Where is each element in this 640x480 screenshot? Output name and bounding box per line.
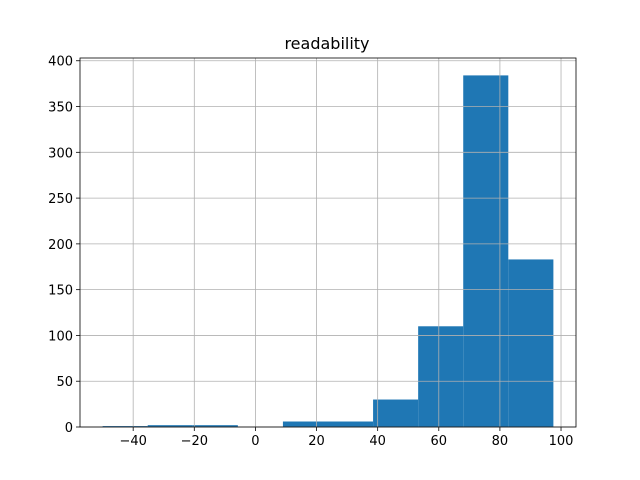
bar — [102, 426, 148, 427]
y-tick-label: 150 — [48, 284, 73, 299]
x-tick-label: 40 — [369, 434, 386, 449]
bar — [463, 75, 509, 427]
bar — [373, 399, 419, 427]
bar — [192, 425, 238, 427]
y-tick-label: 300 — [48, 146, 73, 161]
bar — [418, 326, 464, 427]
x-tick-label: 60 — [431, 434, 448, 449]
y-tick-label: 250 — [48, 192, 73, 207]
y-tick-label: 200 — [48, 238, 73, 253]
x-tick-label: 20 — [308, 434, 325, 449]
bar — [328, 421, 374, 427]
plot-frame — [79, 57, 577, 428]
bar — [282, 421, 328, 427]
y-tick-label: 350 — [48, 101, 73, 116]
bar — [147, 425, 193, 427]
y-tick-label: 400 — [48, 55, 73, 70]
x-tick-label: 80 — [492, 434, 509, 449]
bar — [508, 259, 554, 427]
x-tick-label: −40 — [119, 434, 146, 449]
y-tick-label: 50 — [56, 375, 73, 390]
y-tick-label: 100 — [48, 329, 73, 344]
x-tick-label: 100 — [549, 434, 574, 449]
chart-title: readability — [284, 34, 369, 53]
x-tick-label: 0 — [251, 434, 259, 449]
y-tick-label: 0 — [65, 421, 73, 436]
x-tick-label: −20 — [181, 434, 208, 449]
